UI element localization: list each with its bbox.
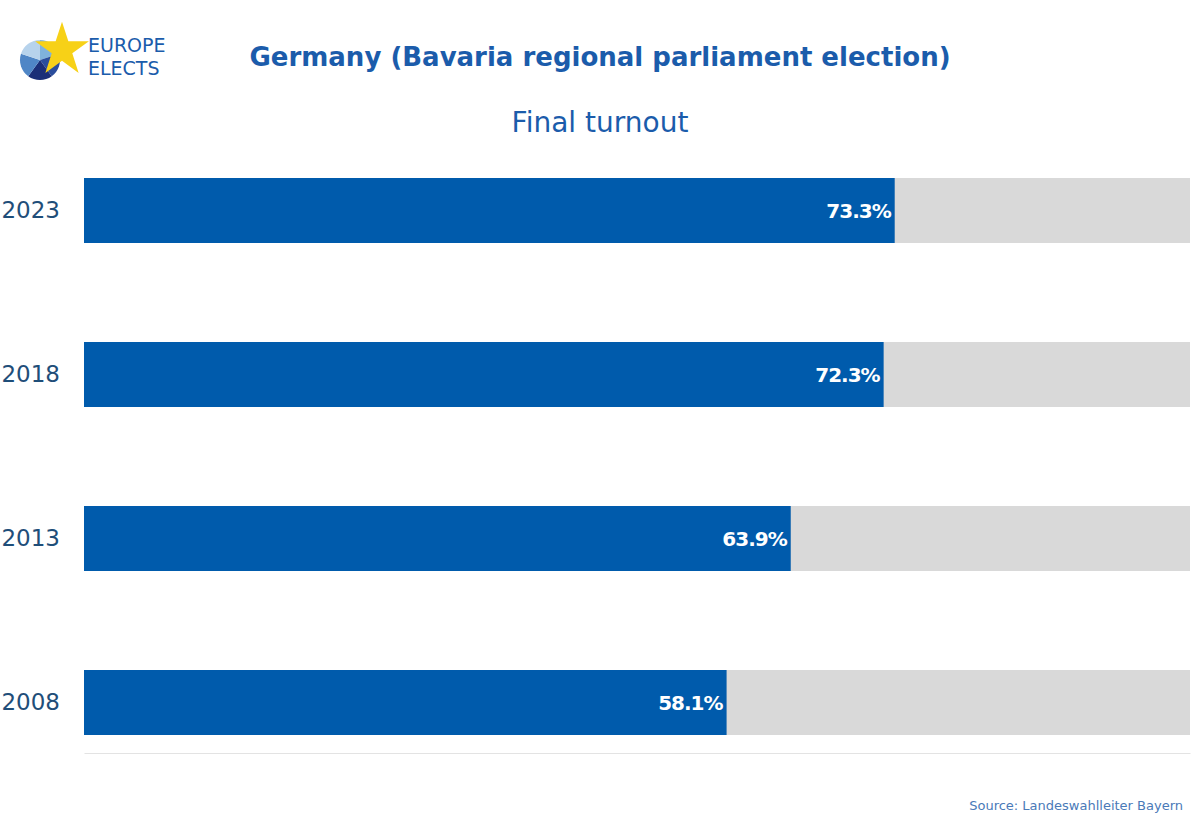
y-tick: 2023 (1, 197, 60, 223)
bar (84, 342, 884, 407)
data-label: 72.3% (815, 363, 880, 387)
y-tick-label: 2023 (1, 197, 60, 223)
y-axis: 2023 2018 2013 2008 (1, 179, 60, 736)
subtitle: Final turnout (512, 106, 689, 139)
logo-star (35, 22, 89, 73)
source: Source: Landeswahlleiter Bayern (969, 798, 1183, 813)
data-label: 73.3% (826, 199, 891, 223)
logo-wedge (21, 40, 40, 60)
data-label: 58.1% (658, 691, 723, 715)
logo-text: ELECTS (88, 57, 160, 79)
y-tick: 2018 (1, 361, 60, 387)
y-tick-label: 2018 (1, 361, 60, 387)
bar-track (84, 178, 1190, 243)
y-axis-line (60, 179, 61, 736)
bar-track (84, 342, 1190, 407)
bar-track (84, 506, 1190, 571)
bar-track (84, 670, 1190, 735)
data-labels: 73.3% 72.3% 63.9% 58.1% (658, 199, 891, 715)
bar (84, 670, 727, 735)
logo-text: EUROPE (88, 34, 166, 56)
y-tick-label: 2008 (1, 689, 60, 715)
x-axis (85, 753, 1191, 754)
y-tick-label: 2013 (1, 525, 60, 551)
y-tick: 2013 (1, 525, 60, 551)
data-label: 63.9% (722, 527, 787, 551)
x-axis-line (85, 753, 1191, 754)
title: Germany (Bavaria regional parliament ele… (249, 42, 950, 72)
y-tick: 2008 (1, 689, 60, 715)
logo (20, 22, 89, 80)
bar (84, 178, 895, 243)
chart: EUROPEELECTS Germany (Bavaria regional pa… (0, 0, 1200, 840)
bar (84, 506, 791, 571)
plot-area (84, 178, 1190, 735)
